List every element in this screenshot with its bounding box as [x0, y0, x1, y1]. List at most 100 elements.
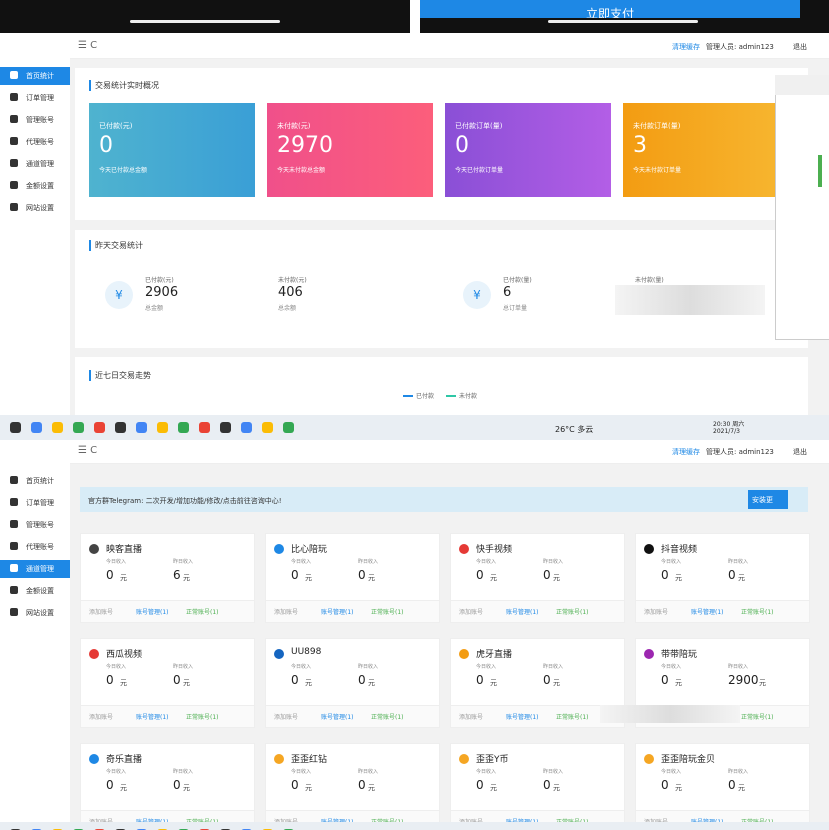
income-value: 0	[106, 673, 114, 687]
footer-link[interactable]: 账号管理(1)	[321, 714, 354, 721]
income-label: 昨日收入	[173, 559, 194, 565]
taskbar-icon[interactable]	[157, 422, 168, 433]
sidebar	[0, 35, 70, 415]
channel-footer	[266, 600, 439, 622]
menu-item[interactable]: 管理账号	[26, 116, 54, 124]
taskbar-icon[interactable]	[241, 422, 252, 433]
channel-name: 西瓜视频	[106, 650, 143, 660]
income-unit: 元	[305, 784, 312, 792]
notice-text: 官方群Telegram: 二次开发/增加功能/修改/点击前往咨询中心!	[88, 497, 282, 505]
yesterday-note: 总金额	[145, 305, 164, 312]
footer-link[interactable]: 账号管理(1)	[506, 609, 539, 616]
income-label: 今日收入	[291, 559, 312, 565]
stat-value: 0	[455, 133, 469, 158]
legend-label: 未付款	[459, 393, 478, 400]
yesterday-value: 406	[278, 285, 303, 300]
channel-name: 歪歪陪玩金贝	[661, 755, 716, 765]
stat-label: 未付款订单(量)	[633, 122, 681, 130]
channel-name: 映客直播	[106, 545, 143, 555]
taskbar-icon[interactable]	[283, 422, 294, 433]
logout[interactable]: 退出	[793, 43, 807, 51]
install-button[interactable]: 安装更	[748, 490, 788, 509]
footer-link[interactable]: 正常账号(1)	[556, 714, 589, 721]
taskbar-icon[interactable]	[178, 422, 189, 433]
menu-item[interactable]: 网站设置	[26, 204, 54, 212]
income-value: 0	[106, 568, 114, 582]
footer-link[interactable]: 账号管理(1)	[136, 609, 169, 616]
menu-item[interactable]: 通道管理	[26, 160, 54, 168]
footer-link[interactable]: 正常账号(1)	[371, 714, 404, 721]
taskbar-icon[interactable]	[52, 422, 63, 433]
footer-link[interactable]: 添加账号	[89, 714, 114, 721]
taskbar-icon[interactable]	[136, 422, 147, 433]
legend-mark	[446, 395, 456, 397]
income-value: 0	[291, 778, 299, 792]
footer-link[interactable]: 正常账号(1)	[556, 609, 589, 616]
channel-name: 带带陪玩	[661, 650, 698, 660]
panel	[75, 357, 808, 415]
channel-icon	[644, 649, 654, 659]
footer-link[interactable]: 账号管理(1)	[691, 609, 724, 616]
menu-item[interactable]: 订单管理	[26, 499, 54, 507]
taskbar-icon[interactable]	[220, 422, 231, 433]
income-value: 0	[661, 673, 669, 687]
income-value: 0	[106, 778, 114, 792]
menu-item[interactable]: 首页统计	[26, 477, 54, 485]
clear-cache[interactable]: 清理缓存	[672, 448, 700, 456]
taskbar-icon[interactable]	[31, 422, 42, 433]
channel-card: 西瓜视频 今日收入 昨日收入 0 元 0 元添加账号 账号管理(1) 正常账号(1)	[80, 638, 255, 728]
pay-button[interactable]: 立即支付	[420, 0, 800, 18]
footer-link[interactable]: 添加账号	[644, 609, 669, 616]
menu-item[interactable]: 代理账号	[26, 543, 54, 551]
footer-link[interactable]: 添加账号	[89, 609, 114, 616]
income-label: 昨日收入	[173, 769, 194, 775]
income-value: 6	[173, 568, 181, 582]
footer-link[interactable]: 正常账号(1)	[186, 609, 219, 616]
top-bar-left	[0, 0, 410, 33]
footer-link[interactable]: 添加账号	[459, 714, 484, 721]
income-unit: 元	[183, 574, 190, 582]
footer-link[interactable]: 添加账号	[459, 609, 484, 616]
footer-link[interactable]: 账号管理(1)	[136, 714, 169, 721]
taskbar-icon[interactable]	[73, 422, 84, 433]
income-unit: 元	[305, 679, 312, 687]
footer-link[interactable]: 添加账号	[274, 609, 299, 616]
income-label: 今日收入	[476, 769, 497, 775]
channel-footer	[266, 705, 439, 727]
income-unit: 元	[490, 574, 497, 582]
header	[70, 35, 829, 59]
menu-item[interactable]: 金额设置	[26, 587, 54, 595]
menu-item[interactable]: 管理账号	[26, 521, 54, 529]
taskbar-icon[interactable]	[10, 422, 21, 433]
income-label: 今日收入	[661, 769, 682, 775]
legend-label: 已付款	[416, 393, 435, 400]
menu-item[interactable]: 首页统计	[26, 72, 54, 80]
taskbar-icon[interactable]	[115, 422, 126, 433]
logout[interactable]: 退出	[793, 448, 807, 456]
menu-icon	[10, 608, 18, 616]
footer-link[interactable]: 正常账号(1)	[741, 609, 774, 616]
footer-link[interactable]: 账号管理(1)	[506, 714, 539, 721]
footer-link[interactable]: 账号管理(1)	[321, 609, 354, 616]
footer-link[interactable]: 正常账号(1)	[186, 714, 219, 721]
header-icons: ☰ C	[78, 40, 98, 51]
income-unit: 元	[675, 784, 682, 792]
clear-cache[interactable]: 清理缓存	[672, 43, 700, 51]
menu-item[interactable]: 订单管理	[26, 94, 54, 102]
panel-title: 交易统计实时概况	[89, 80, 159, 91]
menu-item[interactable]: 代理账号	[26, 138, 54, 146]
blur-patch	[615, 285, 765, 315]
footer-link[interactable]: 添加账号	[274, 714, 299, 721]
yesterday-label: 已付款(元)	[145, 277, 174, 284]
yen-icon: ¥	[463, 281, 491, 309]
taskbar-icon[interactable]	[199, 422, 210, 433]
channel-footer	[636, 600, 809, 622]
taskbar-icon[interactable]	[262, 422, 273, 433]
footer-link[interactable]: 正常账号(1)	[741, 714, 774, 721]
menu-item[interactable]: 金额设置	[26, 182, 54, 190]
menu-item[interactable]: 通道管理	[26, 565, 54, 573]
taskbar-icon[interactable]	[94, 422, 105, 433]
footer-link[interactable]: 正常账号(1)	[371, 609, 404, 616]
income-label: 昨日收入	[728, 664, 749, 670]
menu-item[interactable]: 网站设置	[26, 609, 54, 617]
